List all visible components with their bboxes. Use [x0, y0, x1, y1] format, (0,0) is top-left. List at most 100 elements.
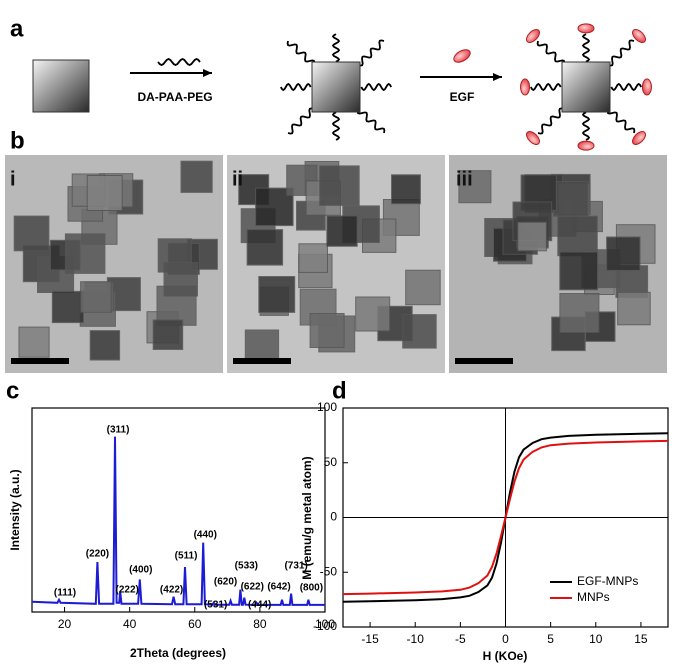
- polymer-chain: [331, 33, 341, 63]
- polymer-chain: [606, 108, 636, 134]
- nanocube: [311, 61, 361, 113]
- nanocube-image: [617, 291, 651, 326]
- peak-label: (622): [241, 582, 264, 593]
- data-line: [342, 439, 669, 596]
- peak-label: (422): [160, 585, 183, 596]
- x-tick-label: 40: [123, 617, 137, 631]
- nanocube-image: [606, 236, 641, 271]
- y-tick-label: 0: [330, 510, 337, 524]
- x-tick-label: 15: [634, 632, 648, 646]
- x-tick-label: 80: [253, 617, 267, 631]
- nanocube-image: [355, 296, 391, 332]
- peak-label: (440): [194, 530, 217, 541]
- y-axis-label: Intensity (a.u.): [8, 469, 22, 550]
- egf-ligand: [526, 131, 540, 145]
- polymer-chain: [581, 111, 591, 141]
- panel-label: c: [6, 377, 19, 404]
- arrowhead: [493, 73, 502, 81]
- scheme-label: EGF: [450, 90, 475, 104]
- nanocube-image: [18, 326, 50, 358]
- nanocube-image: [298, 243, 328, 273]
- egf-ligand: [632, 29, 646, 43]
- tem-label: i: [10, 168, 16, 190]
- x-tick-label: 5: [547, 632, 554, 646]
- peak-label: (533): [235, 561, 258, 572]
- nanocube-image: [152, 319, 184, 350]
- peak-label: (511): [175, 551, 198, 562]
- panel-label: d: [332, 377, 347, 404]
- polymer-chain: [331, 111, 341, 141]
- peak-label: (220): [86, 549, 109, 560]
- polymer-chain: [537, 107, 565, 135]
- polymer-chain: [536, 40, 566, 66]
- legend-label: MNPs: [577, 590, 610, 604]
- x-tick-label: 20: [58, 617, 72, 631]
- x-tick-label: -10: [407, 632, 425, 646]
- nanocube-image: [86, 175, 123, 211]
- egf-ligand: [526, 29, 540, 43]
- nanocube-image: [13, 215, 50, 252]
- polymer-chain: [280, 82, 312, 92]
- panel-label: b: [10, 127, 25, 154]
- y-tick-label: -100: [313, 619, 337, 633]
- polymer-chain: [357, 39, 385, 67]
- scheme: DA-PAA-PEG EGF: [32, 49, 502, 113]
- scheme-label: DA-PAA-PEG: [137, 90, 212, 104]
- nanocube-image: [391, 174, 421, 205]
- peak-label: (311): [107, 425, 130, 436]
- nanocube-image: [64, 233, 106, 274]
- scale-bar: [233, 358, 291, 364]
- peak-label: (222): [116, 585, 139, 596]
- polymer-chain: [610, 82, 642, 92]
- plot-frame: [31, 407, 326, 613]
- nanocube: [561, 61, 611, 113]
- y-tick-label: 50: [324, 455, 338, 469]
- nanocube-image: [89, 330, 121, 361]
- nanocube-image: [80, 281, 112, 313]
- nanocube-image: [326, 215, 358, 247]
- x-tick-label: -5: [455, 632, 466, 646]
- nanocube-image: [517, 221, 547, 252]
- polymer-chain: [581, 33, 591, 63]
- x-tick-label: -15: [361, 632, 379, 646]
- nanocube-image: [258, 276, 296, 313]
- egf-ligand: [577, 140, 595, 151]
- legend-label: EGF-MNPs: [577, 574, 638, 588]
- arrowhead: [203, 69, 212, 77]
- scale-bar: [455, 358, 513, 364]
- nanocube-image: [163, 262, 198, 297]
- egf-ligand: [520, 78, 531, 96]
- polymer-chain: [356, 108, 386, 134]
- polymer-chain: [530, 82, 562, 92]
- x-axis-label: H (KOe): [483, 649, 528, 663]
- tem-label: ii: [232, 168, 243, 190]
- peak-label: (642): [267, 582, 290, 593]
- egf-ligand: [632, 131, 646, 145]
- x-tick-label: 10: [589, 632, 603, 646]
- nanocube-image: [309, 313, 345, 348]
- egf-ligand: [577, 23, 595, 34]
- nanocube-image: [402, 314, 437, 349]
- panel-label: a: [10, 15, 24, 42]
- peak-label: (444): [248, 600, 271, 611]
- nanocube-image: [552, 181, 589, 217]
- nanocube-image: [246, 229, 284, 266]
- polymer-chain: [360, 82, 392, 92]
- x-tick-label: 60: [188, 617, 202, 631]
- nanocube-image: [180, 160, 213, 193]
- peak-label: (620): [214, 577, 237, 588]
- tem-label: iii: [456, 168, 473, 190]
- tem-images: [5, 155, 667, 373]
- peak-label: (800): [300, 583, 323, 594]
- peak-label: (731): [284, 561, 307, 572]
- x-tick-label: 100: [315, 617, 335, 631]
- peak-label: (400): [129, 565, 152, 576]
- nanocube-image: [559, 293, 600, 333]
- y-tick-label: 100: [317, 400, 337, 414]
- data-line: [31, 436, 325, 606]
- y-axis-label: M (emu/g metal atom): [300, 456, 314, 579]
- nanocube-image: [458, 170, 492, 204]
- peak-label: (531): [204, 600, 227, 611]
- x-tick-label: 0: [502, 632, 509, 646]
